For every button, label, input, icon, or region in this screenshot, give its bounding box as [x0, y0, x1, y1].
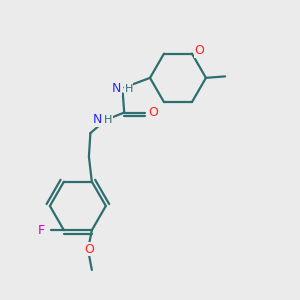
Text: N: N — [93, 113, 102, 126]
Text: H: H — [104, 115, 112, 125]
Text: O: O — [84, 243, 94, 256]
Text: F: F — [38, 224, 45, 237]
Text: O: O — [194, 44, 204, 57]
Text: N: N — [112, 82, 122, 95]
Text: O: O — [148, 106, 158, 119]
Text: H: H — [124, 84, 133, 94]
